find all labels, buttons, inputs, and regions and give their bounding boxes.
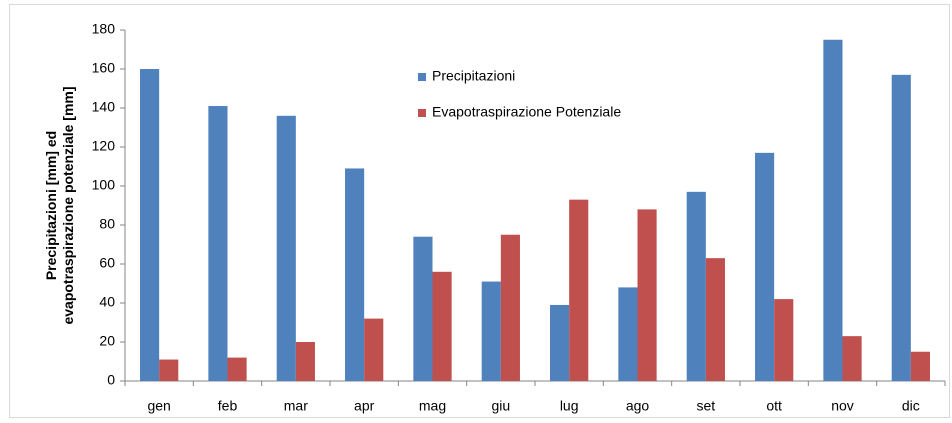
y-axis-label-line: evapotraspirazione potenziale [mm] (60, 86, 76, 324)
bar (550, 304, 570, 381)
y-tick-label: 140 (92, 99, 116, 115)
bar (140, 69, 160, 381)
y-tick-label: 80 (99, 216, 115, 232)
bar (910, 351, 930, 381)
x-tick-label: mag (419, 398, 446, 414)
legend-swatch (418, 109, 426, 117)
bar (755, 152, 775, 381)
legend-label: Precipitazioni (432, 68, 515, 84)
bar (295, 342, 315, 381)
bar (276, 115, 296, 382)
bar (705, 258, 725, 381)
bar (227, 357, 247, 381)
y-tick-label: 0 (107, 372, 115, 388)
y-tick-label: 60 (99, 255, 115, 271)
bar (413, 236, 433, 381)
legend-swatch (418, 73, 426, 81)
y-tick-label: 160 (92, 60, 116, 76)
x-tick-label: giu (491, 398, 510, 414)
x-tick-label: feb (218, 398, 238, 414)
x-tick-label: mar (284, 398, 308, 414)
y-tick-label: 20 (99, 333, 115, 349)
y-tick-label: 100 (92, 177, 116, 193)
x-tick-label: ott (766, 398, 782, 414)
bar (364, 318, 384, 381)
bar (823, 39, 843, 381)
bar (891, 74, 911, 381)
legend-label: Evapotraspirazione Potenziale (432, 104, 621, 120)
bar (618, 287, 638, 381)
x-tick-label: ago (626, 398, 650, 414)
bar (686, 191, 706, 381)
bar (345, 168, 365, 381)
x-tick-label: gen (147, 398, 170, 414)
y-tick-label: 40 (99, 294, 115, 310)
x-tick-label: apr (354, 398, 375, 414)
x-tick-label: dic (902, 398, 920, 414)
bar (481, 281, 501, 381)
bar (432, 271, 452, 381)
bar (774, 299, 794, 381)
bar (569, 199, 589, 381)
y-tick-label: 180 (92, 21, 116, 37)
bar (637, 209, 657, 381)
y-tick-label: 120 (92, 138, 116, 154)
y-axis-label: Precipitazioni [mm] edevapotraspirazione… (43, 86, 76, 324)
bar (500, 234, 520, 381)
bar (159, 359, 179, 381)
x-tick-label: set (696, 398, 715, 414)
bar (208, 106, 228, 382)
x-tick-label: nov (831, 398, 854, 414)
y-axis-label-line: Precipitazioni [mm] ed (43, 131, 59, 280)
x-tick-label: lug (560, 398, 579, 414)
bar (842, 336, 862, 381)
